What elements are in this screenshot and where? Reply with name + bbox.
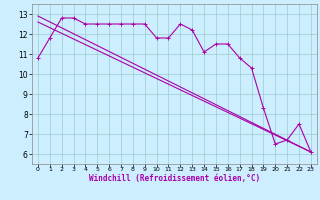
X-axis label: Windchill (Refroidissement éolien,°C): Windchill (Refroidissement éolien,°C) bbox=[89, 174, 260, 183]
